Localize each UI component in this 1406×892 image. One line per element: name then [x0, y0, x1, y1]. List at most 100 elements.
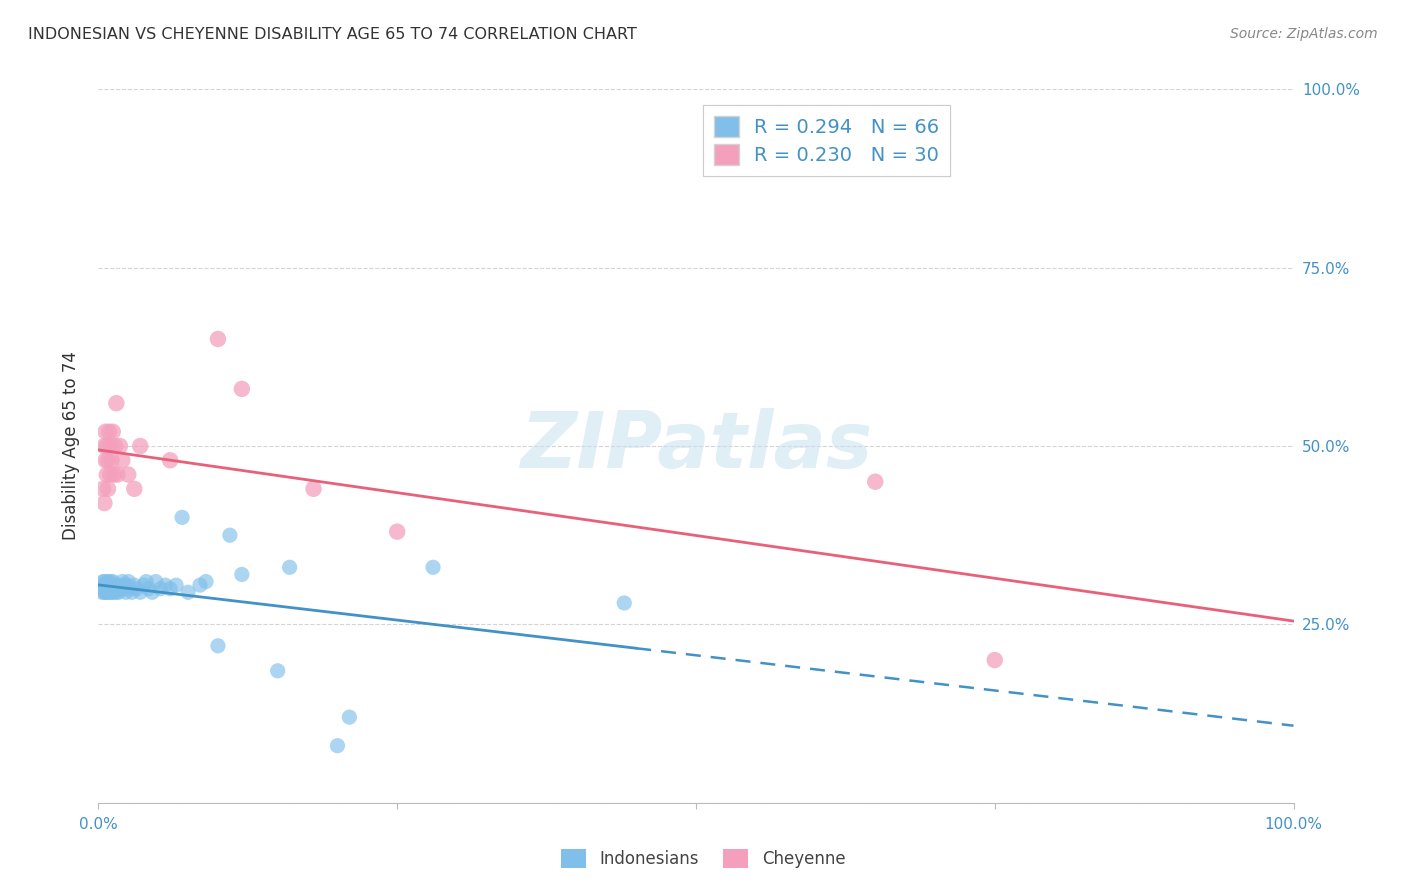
Point	[100, 585, 122, 599]
Point	[91, 585, 114, 599]
Point	[108, 439, 131, 453]
Point	[145, 574, 167, 589]
Point	[111, 574, 134, 589]
Text: ZIPatlas: ZIPatlas	[520, 408, 872, 484]
Point	[135, 574, 157, 589]
Point	[111, 453, 134, 467]
Point	[93, 585, 115, 599]
Point	[114, 578, 136, 592]
Point	[118, 582, 141, 596]
Point	[96, 439, 118, 453]
Point	[105, 585, 128, 599]
Point	[110, 582, 132, 596]
Point	[93, 496, 115, 510]
Y-axis label: Disability Age 65 to 74: Disability Age 65 to 74	[62, 351, 80, 541]
Point	[159, 453, 181, 467]
Point	[231, 382, 253, 396]
Point	[105, 396, 128, 410]
Point	[339, 710, 360, 724]
Point	[101, 574, 124, 589]
Point	[132, 578, 155, 592]
Point	[302, 482, 325, 496]
Point	[107, 467, 129, 482]
Point	[98, 582, 122, 596]
Point	[422, 560, 444, 574]
Point	[91, 482, 114, 496]
Text: Source: ZipAtlas.com: Source: ZipAtlas.com	[1230, 27, 1378, 41]
Point	[96, 585, 118, 599]
Point	[93, 582, 115, 596]
Point	[105, 578, 128, 592]
Point	[231, 567, 253, 582]
Point	[124, 578, 146, 592]
Point	[100, 582, 122, 596]
Point	[129, 585, 152, 599]
Legend: Indonesians, Cheyenne: Indonesians, Cheyenne	[554, 843, 852, 875]
Point	[155, 578, 177, 592]
Point	[94, 453, 117, 467]
Point	[219, 528, 242, 542]
Point	[141, 585, 163, 599]
Point	[194, 574, 218, 589]
Point	[124, 482, 146, 496]
Point	[98, 582, 121, 596]
Point	[207, 332, 229, 346]
Point	[984, 653, 1007, 667]
Point	[112, 582, 135, 596]
Point	[93, 574, 115, 589]
Point	[103, 585, 125, 599]
Point	[104, 582, 127, 596]
Point	[98, 578, 121, 592]
Point	[165, 578, 187, 592]
Point	[108, 578, 131, 592]
Point	[100, 453, 122, 467]
Point	[97, 482, 120, 496]
Point	[94, 582, 117, 596]
Point	[103, 582, 125, 596]
Point	[138, 582, 160, 596]
Point	[125, 582, 148, 596]
Point	[863, 475, 887, 489]
Legend: R = 0.294   N = 66, R = 0.230   N = 30: R = 0.294 N = 66, R = 0.230 N = 30	[703, 105, 950, 176]
Point	[98, 439, 122, 453]
Point	[115, 578, 138, 592]
Point	[97, 574, 120, 589]
Point	[101, 578, 124, 592]
Point	[326, 739, 349, 753]
Point	[94, 585, 117, 599]
Point	[97, 585, 120, 599]
Point	[385, 524, 409, 539]
Point	[104, 439, 127, 453]
Point	[96, 582, 118, 596]
Point	[94, 578, 117, 592]
Point	[121, 585, 143, 599]
Point	[98, 574, 122, 589]
Point	[117, 574, 139, 589]
Point	[91, 578, 114, 592]
Point	[91, 582, 114, 596]
Point	[207, 639, 229, 653]
Point	[98, 467, 122, 482]
Point	[278, 560, 301, 574]
Point	[91, 574, 114, 589]
Point	[177, 585, 200, 599]
Point	[107, 585, 129, 599]
Point	[117, 467, 139, 482]
Point	[613, 596, 636, 610]
Point	[129, 439, 152, 453]
Point	[98, 425, 121, 439]
Point	[94, 425, 117, 439]
Point	[96, 467, 118, 482]
Point	[98, 585, 122, 599]
Point	[97, 453, 120, 467]
Point	[267, 664, 290, 678]
Point	[103, 467, 125, 482]
Point	[107, 582, 129, 596]
Point	[172, 510, 194, 524]
Point	[188, 578, 211, 592]
Point	[93, 439, 115, 453]
Point	[101, 425, 124, 439]
Point	[115, 585, 138, 599]
Point	[159, 582, 181, 596]
Text: INDONESIAN VS CHEYENNE DISABILITY AGE 65 TO 74 CORRELATION CHART: INDONESIAN VS CHEYENNE DISABILITY AGE 65…	[28, 27, 637, 42]
